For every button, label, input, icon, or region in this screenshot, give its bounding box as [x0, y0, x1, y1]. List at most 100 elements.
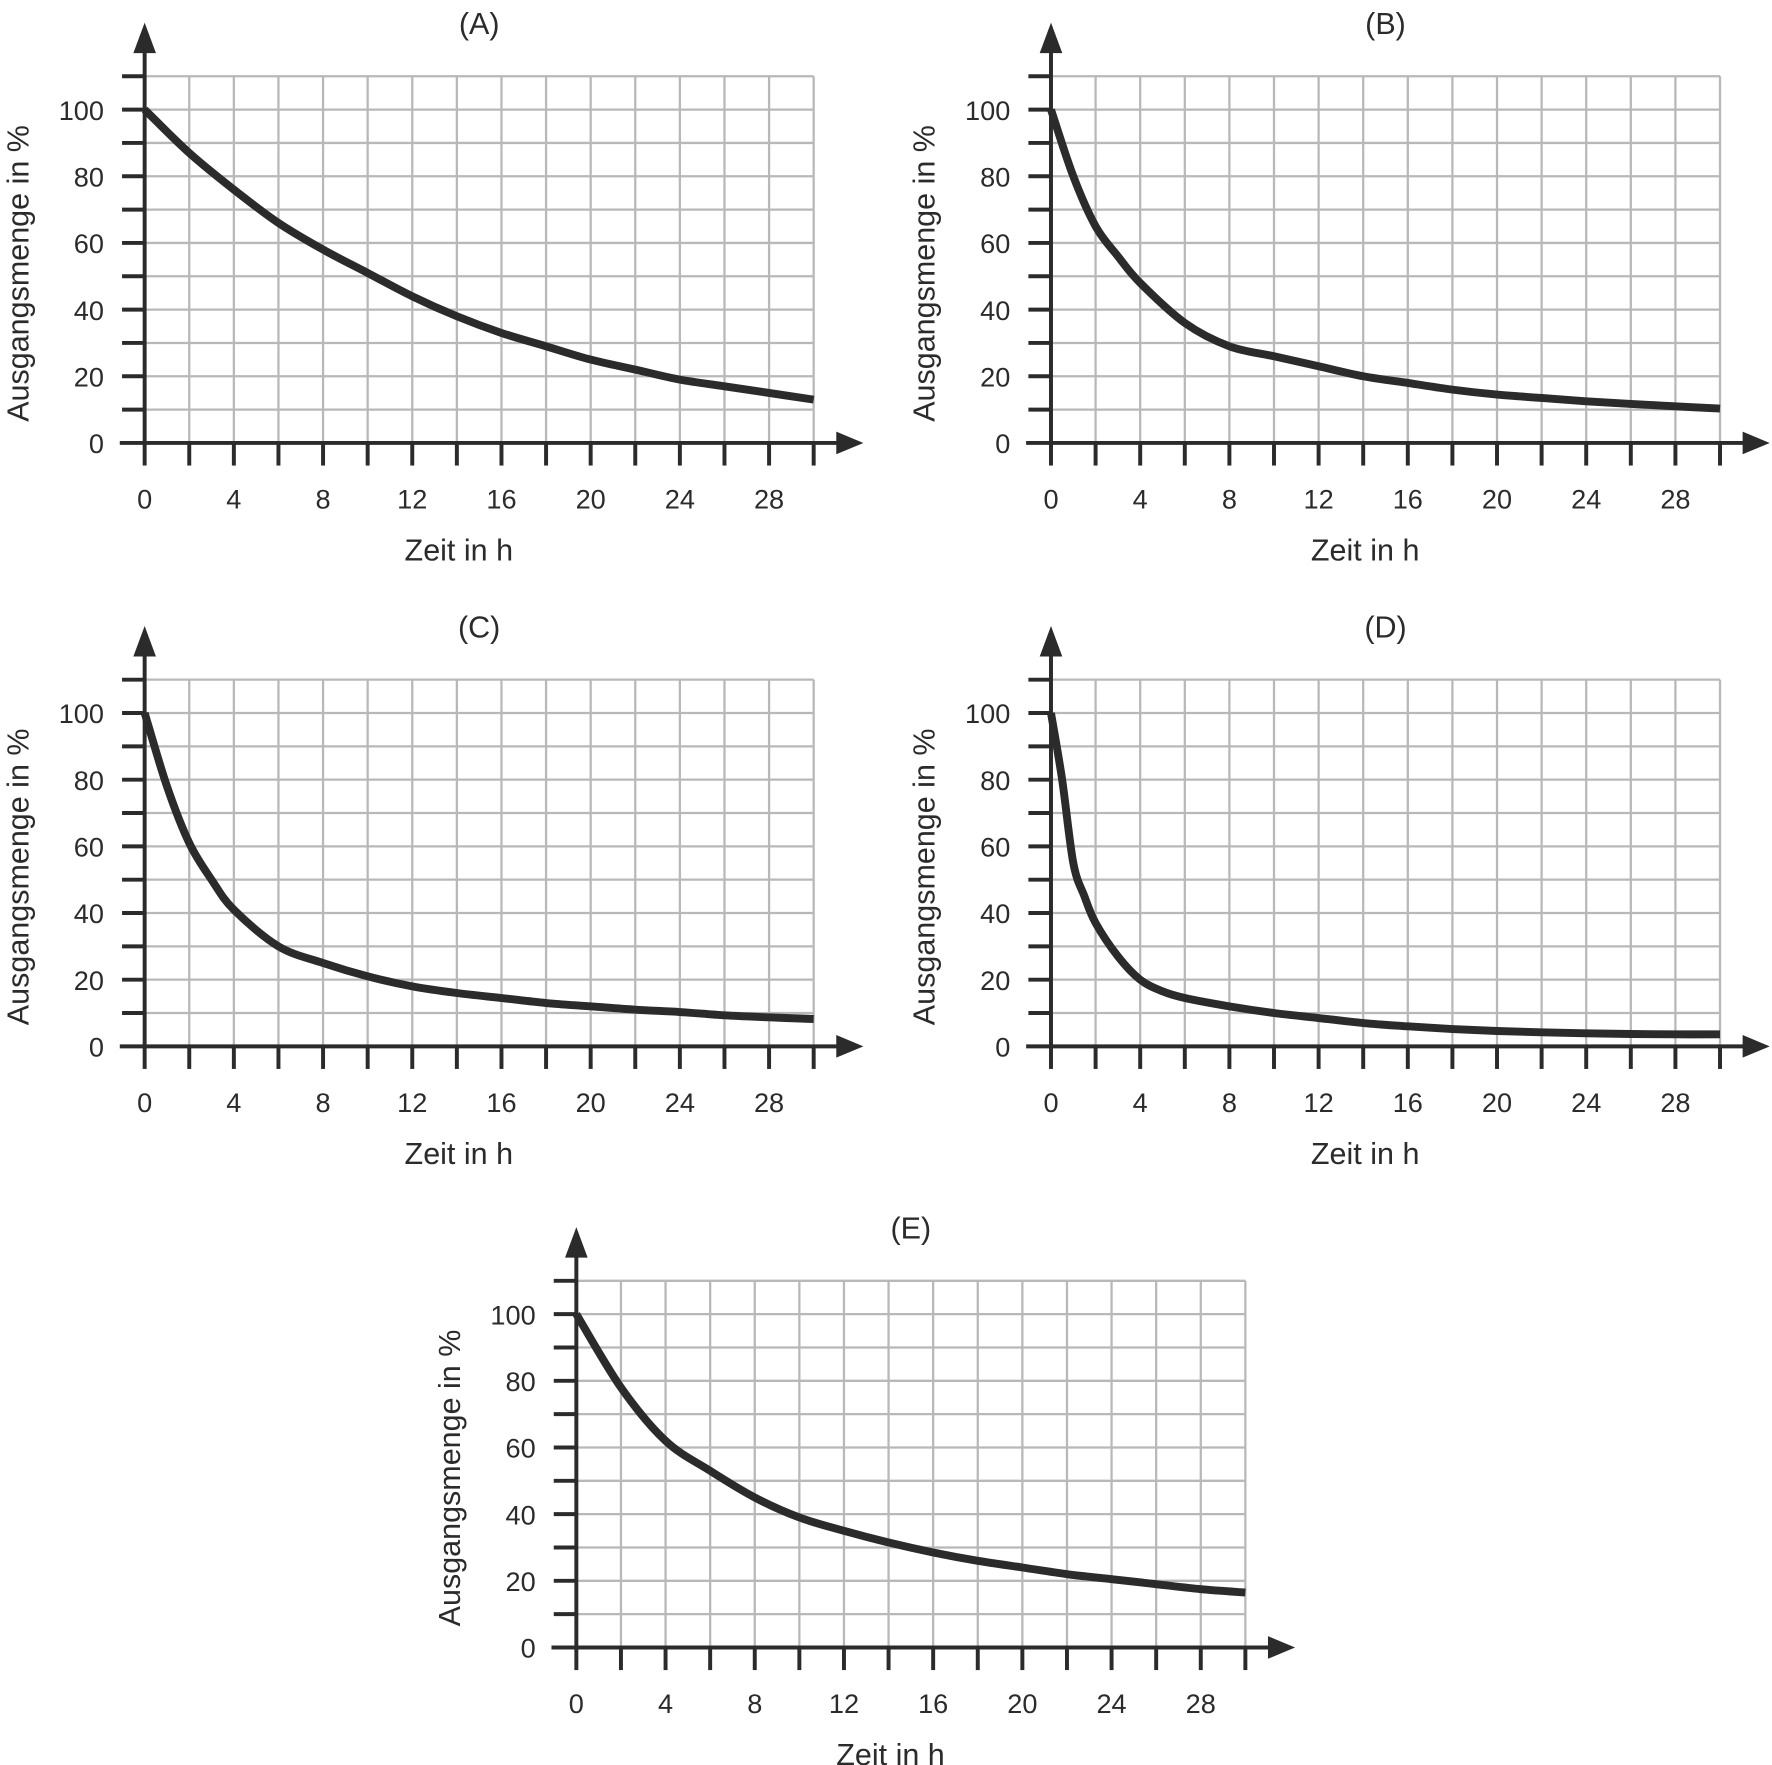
x-axis-label: Zeit in h: [405, 1137, 514, 1171]
y-tick-label: 20: [980, 965, 1010, 996]
x-tick-label: 28: [754, 483, 784, 514]
x-tick-label: 12: [829, 1688, 859, 1719]
grid: [1050, 75, 1722, 443]
y-tick-label: 100: [965, 95, 1010, 126]
x-tick-label: 20: [1482, 1087, 1512, 1118]
chart-title: (E): [891, 1211, 932, 1245]
x-tick-label: 16: [486, 1087, 516, 1118]
y-tick-label: 60: [74, 832, 104, 863]
x-tick-label: 16: [1393, 483, 1423, 514]
x-tick-label: 24: [665, 483, 695, 514]
x-tick-label: 20: [1007, 1688, 1037, 1719]
x-tick-label: 0: [137, 1087, 152, 1118]
y-tick-label: 0: [521, 1633, 536, 1664]
decay-curve: [141, 106, 815, 404]
y-tick-label: 100: [59, 698, 104, 729]
x-tick-label: 28: [1660, 1087, 1690, 1118]
x-tick-label: 4: [226, 483, 241, 514]
y-tick-label: 0: [995, 1032, 1010, 1063]
y-tick-label: 40: [74, 898, 104, 929]
decay-curve: [1047, 712, 1721, 1039]
x-axis-arrow: [1742, 1035, 1770, 1058]
y-tick-label: 40: [74, 295, 104, 326]
grid: [144, 678, 815, 1047]
x-tick-label: 28: [1186, 1688, 1216, 1719]
x-axis-label: Zeit in h: [1311, 1137, 1420, 1171]
x-tick-label: 24: [1571, 483, 1601, 514]
y-tick-label: 60: [506, 1433, 536, 1464]
chart-d: 0 20 40 60 80 100 0 4 8 12 16 20 24 28 Zeit in h Ausgan…: [908, 610, 1770, 1171]
x-tick-label: 4: [1133, 483, 1148, 514]
decay-curve: [140, 711, 814, 1023]
x-axis-arrow: [1742, 431, 1770, 455]
x-tick-label: 4: [226, 1087, 241, 1118]
y-axis-label: Ausgangsmenge in %: [1, 728, 35, 1025]
y-tick-label: 60: [74, 228, 104, 259]
y-tick-label: 20: [506, 1566, 536, 1597]
chart-a: 0 20 40 60 80 100 0 4 8 12 16 20 24 28 Zeit in h Ausgan…: [1, 7, 864, 567]
x-tick-label: 20: [576, 1087, 606, 1118]
chart-c: 0 20 40 60 80 100 0 4 8 12 16 20 24 28 Zeit in h Ausgan…: [1, 610, 864, 1171]
chart-title: (A): [459, 7, 500, 41]
y-tick-label: 80: [74, 161, 104, 192]
x-tick-label: 8: [316, 1087, 331, 1118]
x-tick-label: 12: [397, 1087, 427, 1118]
y-tick-label: 20: [74, 361, 104, 392]
y-tick-label: 80: [506, 1366, 536, 1397]
x-tick-label: 28: [754, 1087, 784, 1118]
axes: [119, 650, 840, 1069]
y-axis-label: Ausgangsmenge in %: [433, 1330, 467, 1627]
x-tick-label: 0: [569, 1688, 584, 1719]
y-tick-label: 0: [89, 1032, 104, 1063]
x-tick-label: 8: [1222, 483, 1237, 514]
x-tick-label: 12: [1304, 1087, 1334, 1118]
decay-curve: [1047, 108, 1721, 413]
y-tick-label: 60: [980, 228, 1010, 259]
y-axis-arrow: [133, 22, 156, 54]
y-axis-arrow: [1039, 22, 1063, 54]
x-axis-arrow: [1267, 1636, 1296, 1659]
x-axis-label: Zeit in h: [1311, 533, 1420, 567]
x-tick-label: 20: [576, 483, 606, 514]
y-axis-arrow: [133, 625, 156, 657]
y-axis-label: Ausgangsmenge in %: [908, 125, 942, 422]
y-tick-label: 0: [89, 428, 104, 459]
x-tick-label: 12: [1304, 483, 1334, 514]
y-axis-label: Ausgangsmenge in %: [908, 728, 942, 1025]
x-axis-arrow: [836, 431, 864, 455]
y-axis-arrow: [565, 1227, 588, 1258]
y-tick-label: 40: [980, 295, 1010, 326]
x-tick-label: 16: [1393, 1087, 1423, 1118]
chart-title: (D): [1364, 610, 1406, 644]
x-tick-label: 24: [665, 1087, 695, 1118]
y-tick-label: 100: [965, 698, 1010, 729]
x-tick-label: 8: [1222, 1087, 1237, 1118]
x-axis-label: Zeit in h: [405, 533, 514, 567]
y-tick-label: 40: [506, 1499, 536, 1530]
x-tick-label: 24: [1571, 1087, 1601, 1118]
x-tick-label: 12: [397, 483, 427, 514]
y-tick-label: 100: [490, 1299, 535, 1330]
x-tick-label: 24: [1096, 1688, 1126, 1719]
chart-b: 0 20 40 60 80 100 0 4 8 12 16 20 24 28 Zeit in h Ausgan…: [908, 7, 1770, 567]
x-tick-label: 0: [1043, 1087, 1058, 1118]
y-tick-label: 80: [980, 161, 1010, 192]
chart-e: 0 20 40 60 80 100 0 4 8 12 16 20 24 28 Zeit in h Ausgan…: [433, 1211, 1296, 1765]
y-axis-arrow: [1039, 625, 1063, 657]
x-tick-label: 4: [658, 1688, 673, 1719]
y-tick-label: 20: [74, 965, 104, 996]
x-tick-label: 16: [918, 1688, 948, 1719]
grid: [1050, 678, 1722, 1047]
axes: [1026, 650, 1747, 1069]
x-axis-label: Zeit in h: [836, 1738, 945, 1765]
x-tick-label: 8: [747, 1688, 762, 1719]
x-tick-label: 0: [1043, 483, 1058, 514]
x-tick-label: 4: [1133, 1087, 1148, 1118]
x-tick-label: 16: [486, 483, 516, 514]
y-tick-label: 80: [74, 765, 104, 796]
y-tick-label: 60: [980, 832, 1010, 863]
y-axis-label: Ausgangsmenge in %: [1, 125, 35, 422]
decay-curve: [572, 1312, 1246, 1597]
chart-title: (C): [458, 610, 500, 644]
